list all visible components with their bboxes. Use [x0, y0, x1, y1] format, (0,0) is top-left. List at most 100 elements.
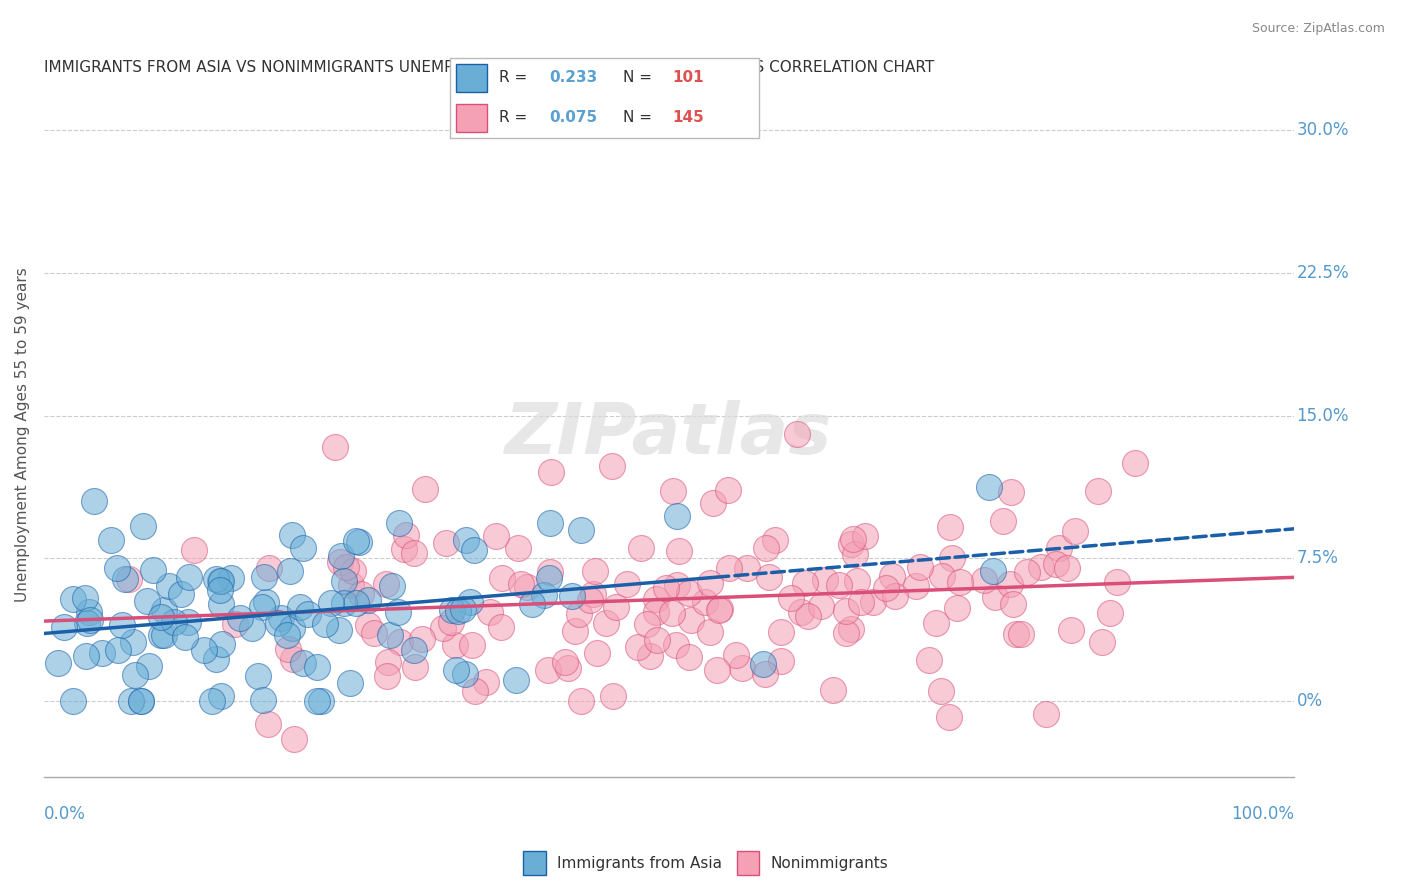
Immigrants from Asia	[75, 648, 97, 663]
Nonimmigrants	[508, 541, 530, 555]
Nonimmigrants	[821, 682, 844, 697]
Nonimmigrants	[1001, 597, 1024, 611]
Nonimmigrants	[638, 649, 661, 664]
Immigrants from Asia	[977, 480, 1000, 494]
Immigrants from Asia	[270, 611, 292, 625]
Immigrants from Asia	[339, 675, 361, 690]
Immigrants from Asia	[149, 628, 172, 642]
Nonimmigrants	[413, 482, 436, 496]
Nonimmigrants	[794, 576, 817, 591]
Immigrants from Asia	[129, 693, 152, 707]
Nonimmigrants	[731, 661, 754, 675]
Nonimmigrants	[377, 655, 399, 669]
Nonimmigrants	[655, 581, 678, 595]
Immigrants from Asia	[305, 693, 328, 707]
Nonimmigrants	[839, 622, 862, 636]
Immigrants from Asia	[169, 587, 191, 601]
Immigrants from Asia	[444, 664, 467, 678]
Nonimmigrants	[770, 654, 793, 668]
Immigrants from Asia	[120, 693, 142, 707]
Immigrants from Asia	[347, 534, 370, 549]
Immigrants from Asia	[328, 623, 350, 637]
Nonimmigrants	[474, 675, 496, 690]
Immigrants from Asia	[447, 604, 470, 618]
Nonimmigrants	[765, 533, 787, 548]
Nonimmigrants	[1091, 635, 1114, 649]
Nonimmigrants	[770, 625, 793, 640]
Immigrants from Asia	[458, 595, 481, 609]
Nonimmigrants	[1056, 561, 1078, 575]
Nonimmigrants	[586, 646, 609, 660]
Immigrants from Asia	[91, 646, 114, 660]
Nonimmigrants	[411, 632, 433, 646]
Immigrants from Asia	[193, 642, 215, 657]
Immigrants from Asia	[752, 657, 775, 671]
Nonimmigrants	[183, 542, 205, 557]
Immigrants from Asia	[52, 620, 75, 634]
Immigrants from Asia	[253, 570, 276, 584]
Nonimmigrants	[755, 541, 778, 555]
Immigrants from Asia	[111, 618, 134, 632]
Nonimmigrants	[404, 659, 426, 673]
Immigrants from Asia	[219, 570, 242, 584]
Immigrants from Asia	[205, 572, 228, 586]
Text: 145: 145	[672, 110, 704, 125]
Nonimmigrants	[699, 575, 721, 590]
Nonimmigrants	[810, 599, 832, 613]
Nonimmigrants	[938, 709, 960, 723]
Text: ZIPatlas: ZIPatlas	[505, 400, 832, 469]
Nonimmigrants	[797, 609, 820, 624]
Immigrants from Asia	[124, 667, 146, 681]
Nonimmigrants	[835, 604, 858, 618]
Nonimmigrants	[489, 620, 512, 634]
Bar	[456, 103, 486, 132]
Immigrants from Asia	[281, 622, 304, 636]
Nonimmigrants	[931, 569, 953, 583]
Text: 0.075: 0.075	[548, 110, 598, 125]
Nonimmigrants	[699, 625, 721, 640]
Bar	[456, 63, 486, 92]
Nonimmigrants	[786, 427, 808, 442]
Nonimmigrants	[1123, 456, 1146, 470]
Nonimmigrants	[392, 542, 415, 557]
Nonimmigrants	[432, 621, 454, 635]
Immigrants from Asia	[297, 607, 319, 621]
Nonimmigrants	[724, 648, 747, 662]
Immigrants from Asia	[75, 591, 97, 605]
Text: R =: R =	[499, 70, 533, 85]
Nonimmigrants	[602, 689, 624, 703]
Immigrants from Asia	[388, 516, 411, 530]
Immigrants from Asia	[159, 579, 181, 593]
Immigrants from Asia	[153, 628, 176, 642]
Text: Immigrants from Asia: Immigrants from Asia	[557, 855, 721, 871]
Immigrants from Asia	[163, 615, 186, 630]
Immigrants from Asia	[177, 615, 200, 630]
Immigrants from Asia	[537, 571, 560, 585]
Nonimmigrants	[846, 574, 869, 589]
Nonimmigrants	[537, 663, 560, 677]
Nonimmigrants	[849, 594, 872, 608]
Nonimmigrants	[929, 684, 952, 698]
Nonimmigrants	[1064, 524, 1087, 539]
Immigrants from Asia	[211, 637, 233, 651]
Immigrants from Asia	[129, 693, 152, 707]
Immigrants from Asia	[378, 628, 401, 642]
Immigrants from Asia	[278, 564, 301, 578]
Nonimmigrants	[491, 572, 513, 586]
Immigrants from Asia	[62, 693, 84, 707]
Nonimmigrants	[779, 591, 801, 605]
Nonimmigrants	[645, 605, 668, 619]
Nonimmigrants	[665, 578, 688, 592]
Immigrants from Asia	[463, 542, 485, 557]
Nonimmigrants	[925, 615, 948, 630]
Text: 101: 101	[672, 70, 704, 85]
Immigrants from Asia	[538, 516, 561, 530]
Nonimmigrants	[464, 683, 486, 698]
Nonimmigrants	[1010, 627, 1032, 641]
Nonimmigrants	[828, 577, 851, 591]
Nonimmigrants	[389, 635, 412, 649]
Nonimmigrants	[554, 655, 576, 669]
Immigrants from Asia	[136, 594, 159, 608]
Immigrants from Asia	[240, 621, 263, 635]
Nonimmigrants	[754, 667, 776, 681]
